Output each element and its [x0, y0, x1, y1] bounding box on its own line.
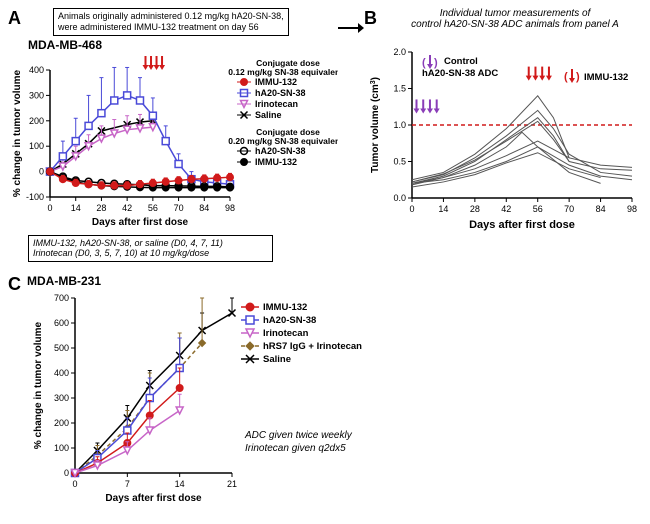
svg-text:200: 200 [54, 418, 69, 428]
svg-text:100: 100 [54, 443, 69, 453]
svg-text:500: 500 [54, 343, 69, 353]
svg-text:IMMU-132: IMMU-132 [263, 302, 307, 313]
svg-text:0: 0 [47, 203, 52, 213]
panel-b-title: Individual tumor measurements of control… [381, 8, 649, 30]
svg-text:42: 42 [122, 203, 132, 213]
svg-text:14: 14 [175, 479, 185, 489]
svg-text:70: 70 [564, 204, 574, 214]
svg-text:600: 600 [54, 318, 69, 328]
svg-text:hA20-SN-38 ADC: hA20-SN-38 ADC [422, 68, 498, 79]
svg-text:Irinotecan: Irinotecan [263, 328, 309, 339]
svg-text:70: 70 [174, 203, 184, 213]
svg-text:28: 28 [96, 203, 106, 213]
svg-text:0.0: 0.0 [393, 193, 406, 203]
note-line: Irinotecan (D0, 3, 5, 7, 10) at 10 mg/kg… [33, 248, 268, 259]
panel-a: A Animals originally administered 0.12 m… [8, 8, 338, 262]
svg-text:hA20-SN-38: hA20-SN-38 [255, 88, 306, 98]
panel-a-bottom-note: IMMU-132, hA20-SN-38, or saline (D0, 4, … [28, 235, 273, 263]
svg-text:84: 84 [199, 203, 209, 213]
chart-b: Tumor volume (cm3) 0 14 28 42 56 70 84 98 0.0 0.5 1… [364, 30, 649, 235]
svg-text:Irinotecan given q2dx5: Irinotecan given q2dx5 [245, 443, 346, 454]
svg-text:Tumor volume (cm3): Tumor volume (cm3) [370, 77, 382, 173]
panel-a-letter: A [8, 8, 21, 29]
note-line: Animals originally administered 0.12 mg/… [58, 11, 284, 22]
svg-text:0.20 mg/kg SN-38 equivalents: 0.20 mg/kg SN-38 equivalents [228, 136, 338, 146]
note-line: were administered IMMU-132 treatment on … [58, 22, 284, 33]
svg-text:2.0: 2.0 [393, 47, 406, 57]
note-line: IMMU-132, hA20-SN-38, or saline (D0, 4, … [33, 238, 268, 249]
svg-text:0: 0 [64, 468, 69, 478]
svg-text:98: 98 [627, 204, 637, 214]
svg-text:7: 7 [125, 479, 130, 489]
svg-text:hRS7 IgG + Irinotecan: hRS7 IgG + Irinotecan [263, 341, 362, 352]
title-line: control hA20-SN-38 ADC animals from pane… [381, 19, 649, 30]
svg-text:400: 400 [29, 65, 44, 75]
panel-a-top-note: Animals originally administered 0.12 mg/… [53, 8, 289, 36]
svg-text:0: 0 [39, 166, 44, 176]
panel-a-model: MDA-MB-468 [28, 38, 338, 52]
panel-c-model: MDA-MB-231 [27, 274, 447, 288]
svg-text:% change in tumor volume: % change in tumor volume [33, 322, 44, 450]
svg-text:hA20-SN-38: hA20-SN-38 [263, 315, 316, 326]
svg-text:300: 300 [29, 90, 44, 100]
chart-c: 0 7 14 21 0 100 200 300 400 500 600 700 Days after f… [27, 288, 447, 513]
svg-text:-100: -100 [26, 192, 44, 202]
panel-b-letter: B [364, 8, 377, 29]
panel-c-letter: C [8, 274, 21, 295]
svg-text:0: 0 [409, 204, 414, 214]
svg-text:56: 56 [533, 204, 543, 214]
panel-b: B Individual tumor measurements of contr… [364, 8, 649, 262]
panel-arrow [338, 20, 364, 39]
svg-text:28: 28 [470, 204, 480, 214]
svg-text:300: 300 [54, 393, 69, 403]
svg-text:42: 42 [501, 204, 511, 214]
svg-text:IMMU-132: IMMU-132 [255, 157, 297, 167]
svg-text:Irinotecan: Irinotecan [255, 99, 298, 109]
svg-text:IMMU-132: IMMU-132 [584, 72, 628, 83]
svg-text:Days after first dose: Days after first dose [469, 219, 575, 231]
svg-text:21: 21 [227, 479, 237, 489]
svg-text:Days after first dose: Days after first dose [92, 217, 189, 228]
svg-text:98: 98 [225, 203, 235, 213]
svg-text:Control: Control [444, 56, 478, 67]
svg-text:14: 14 [438, 204, 448, 214]
chart-a: 014284256708498-1000100200300400Days aft… [8, 52, 338, 232]
svg-text:Saline: Saline [255, 110, 282, 120]
svg-text:700: 700 [54, 293, 69, 303]
svg-text:14: 14 [71, 203, 81, 213]
svg-text:(: ( [564, 71, 568, 83]
svg-text:hA20-SN-38: hA20-SN-38 [255, 146, 306, 156]
svg-text:84: 84 [596, 204, 606, 214]
svg-text:0.12 mg/kg SN-38 equivalents: 0.12 mg/kg SN-38 equivalents [228, 67, 338, 77]
svg-text:Days after first dose: Days after first dose [105, 493, 202, 504]
svg-text:ADC given twice weekly: ADC given twice weekly [244, 430, 353, 441]
panel-c: C MDA-MB-231 0 7 14 21 0 100 200 300 400 500 600 70… [8, 274, 642, 516]
svg-text:56: 56 [148, 203, 158, 213]
svg-text:400: 400 [54, 368, 69, 378]
svg-text:IMMU-132: IMMU-132 [255, 77, 297, 87]
svg-text:Saline: Saline [263, 354, 291, 365]
svg-text:0: 0 [72, 479, 77, 489]
top-row: A Animals originally administered 0.12 m… [8, 8, 642, 262]
svg-text:1.0: 1.0 [393, 120, 406, 130]
svg-text:% change in tumor volume: % change in tumor volume [12, 69, 23, 197]
title-line: Individual tumor measurements of [381, 8, 649, 19]
svg-text:1.5: 1.5 [393, 84, 406, 94]
svg-text:100: 100 [29, 141, 44, 151]
svg-text:): ) [576, 71, 580, 83]
svg-text:200: 200 [29, 115, 44, 125]
svg-text:0.5: 0.5 [393, 157, 406, 167]
